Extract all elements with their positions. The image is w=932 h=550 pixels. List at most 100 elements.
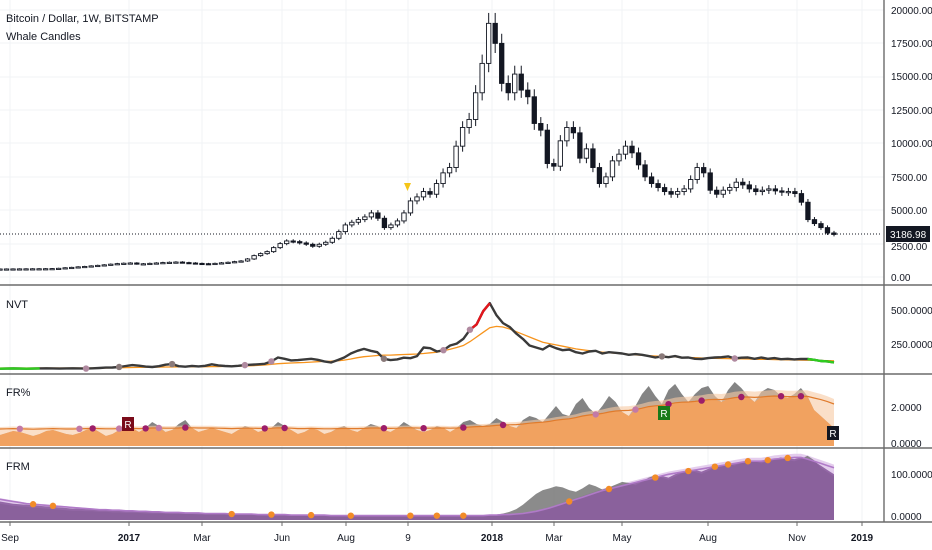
nvt-axis[interactable]: 500.0000 250.0000 xyxy=(891,306,932,351)
fr-tick: 2.0000 xyxy=(891,403,922,414)
candle xyxy=(36,268,42,271)
indicator-name: Whale Candles xyxy=(6,31,81,43)
candle xyxy=(577,132,583,159)
candle xyxy=(505,82,511,94)
fr-signal-dot xyxy=(777,393,785,400)
frm-signal-dot xyxy=(605,485,613,493)
candle xyxy=(596,167,603,184)
time-axis[interactable]: Sep 2017 Mar Jun Aug 9 2018 Mar May Aug … xyxy=(1,522,874,544)
frm-tick: 0.0000 xyxy=(891,512,922,523)
candle xyxy=(179,261,186,264)
candle xyxy=(570,127,577,134)
candle xyxy=(746,184,752,190)
nvt-signal-dot xyxy=(168,360,176,368)
candle xyxy=(329,237,335,243)
candle xyxy=(785,191,792,194)
frm-signal-dot xyxy=(268,511,275,518)
candle xyxy=(244,258,251,262)
candle xyxy=(394,220,401,226)
nvt-line xyxy=(0,302,835,370)
candle xyxy=(544,129,550,164)
candle xyxy=(531,96,537,124)
candle xyxy=(82,266,88,269)
frm-tick: 100.0000 xyxy=(891,470,932,481)
candle xyxy=(192,262,199,265)
fr-signal-dot xyxy=(738,393,745,401)
time-label: Nov xyxy=(788,533,806,544)
candle xyxy=(772,188,779,192)
fr-signal-dot xyxy=(261,425,268,432)
nvt-label: NVT xyxy=(6,299,28,311)
candle xyxy=(557,140,563,167)
candle xyxy=(153,262,160,265)
candle xyxy=(69,266,75,270)
nvt-signal-dot xyxy=(440,346,447,354)
candle xyxy=(518,73,524,91)
candle xyxy=(590,148,596,168)
frm-signal-dot xyxy=(433,512,441,519)
candle xyxy=(114,263,120,266)
candle xyxy=(707,172,713,191)
frm-signal-dot xyxy=(407,512,414,519)
candle xyxy=(486,22,492,64)
candle xyxy=(616,153,622,162)
candle xyxy=(336,231,342,239)
candle xyxy=(714,189,720,195)
svg-text:R: R xyxy=(660,409,667,420)
candle xyxy=(440,172,446,184)
nvt-overbought-line xyxy=(469,302,491,331)
candle xyxy=(733,181,739,189)
frm-signal-dot xyxy=(49,502,57,510)
r-marker-green: R xyxy=(658,406,670,420)
candle xyxy=(499,42,505,84)
frm-axis[interactable]: 100.0000 0.0000 xyxy=(891,470,932,523)
fr-pane[interactable]: FR% R R R xyxy=(0,382,839,446)
fr-axis[interactable]: 2.0000 0.0000 xyxy=(891,403,922,450)
candle xyxy=(55,267,62,270)
nvt-oversold-line xyxy=(807,357,835,364)
candle xyxy=(264,251,270,255)
candle xyxy=(42,268,49,271)
fr-overlap-area xyxy=(0,396,834,446)
candle xyxy=(420,191,427,198)
candle xyxy=(368,212,375,218)
candle xyxy=(16,268,23,271)
nvt-signal-dot xyxy=(466,326,474,333)
price-pane[interactable]: Bitcoin / Dollar, 1W, BITSTAMP Whale Can… xyxy=(0,12,882,271)
nvt-pane[interactable]: NVT xyxy=(0,299,835,372)
candle xyxy=(414,196,420,202)
frm-signal-dot xyxy=(711,463,719,470)
candle xyxy=(720,189,726,195)
price-tick: 7500.00 xyxy=(891,173,928,184)
fr-signal-dot xyxy=(698,397,705,404)
time-label: 9 xyxy=(405,533,411,544)
frm-signal-dot xyxy=(460,512,467,519)
time-label: May xyxy=(613,533,632,544)
candle xyxy=(218,262,225,265)
candle xyxy=(3,268,10,271)
nvt-lines xyxy=(0,302,835,372)
time-label: 2019 xyxy=(851,533,874,544)
frm-signal-dot xyxy=(685,467,692,475)
candle xyxy=(257,253,264,257)
frm-pane[interactable]: FRM xyxy=(0,453,835,520)
candle xyxy=(727,187,733,191)
candle xyxy=(101,264,107,267)
candle xyxy=(648,176,655,185)
candle xyxy=(10,268,16,271)
candle xyxy=(759,189,765,193)
candle xyxy=(635,152,642,166)
candle xyxy=(127,262,133,265)
frm-signal-dot xyxy=(347,512,355,519)
price-axis[interactable]: 20000.00 17500.00 15000.00 12500.00 1000… xyxy=(886,6,932,284)
fr-signal-dot xyxy=(665,401,672,408)
fr-average-line xyxy=(0,395,835,430)
fr-signal-dot xyxy=(182,424,189,431)
candle xyxy=(231,261,238,264)
fr-signal-dot xyxy=(632,406,639,413)
candle xyxy=(303,242,309,245)
frm-signal-dot xyxy=(307,511,315,519)
candle xyxy=(472,92,479,120)
candle xyxy=(792,191,798,195)
fr-signal-dot xyxy=(797,393,805,400)
